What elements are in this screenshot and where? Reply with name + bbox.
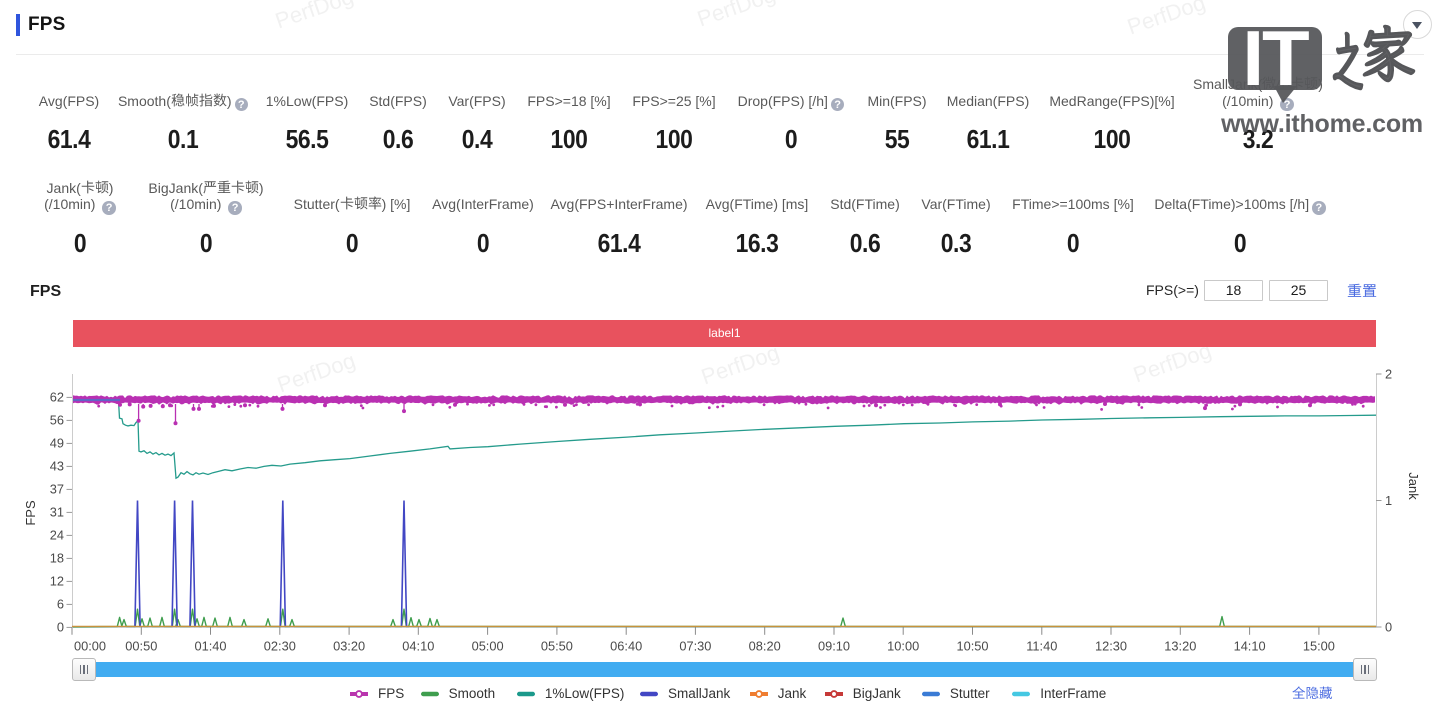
svg-text:43: 43 (50, 459, 64, 474)
svg-text:07:30: 07:30 (679, 639, 711, 654)
svg-text:62: 62 (50, 390, 64, 405)
svg-text:37: 37 (50, 482, 64, 497)
svg-text:02:30: 02:30 (264, 639, 296, 654)
svg-text:1: 1 (1385, 493, 1392, 508)
svg-text:11:40: 11:40 (1026, 639, 1057, 654)
svg-text:6: 6 (57, 597, 64, 612)
svg-text:00:50: 00:50 (125, 639, 157, 654)
svg-text:24: 24 (50, 528, 64, 543)
svg-text:FPS: FPS (23, 500, 38, 526)
svg-text:10:50: 10:50 (956, 639, 988, 654)
svg-text:05:50: 05:50 (541, 639, 573, 654)
svg-text:14:10: 14:10 (1234, 639, 1266, 654)
svg-text:03:20: 03:20 (333, 639, 365, 654)
svg-text:0: 0 (1385, 619, 1392, 634)
svg-text:04:10: 04:10 (402, 639, 434, 654)
svg-text:09:10: 09:10 (818, 639, 850, 654)
svg-text:Jank: Jank (1406, 472, 1421, 500)
svg-text:56: 56 (50, 413, 64, 428)
svg-text:06:40: 06:40 (610, 639, 642, 654)
svg-text:IT: IT (1242, 14, 1309, 102)
svg-text:01:40: 01:40 (194, 639, 226, 654)
svg-text:08:20: 08:20 (749, 639, 781, 654)
svg-text:13:20: 13:20 (1164, 639, 1196, 654)
svg-text:12:30: 12:30 (1095, 639, 1127, 654)
svg-text:49: 49 (50, 436, 64, 451)
svg-text:10:00: 10:00 (887, 639, 919, 654)
svg-text:2: 2 (1385, 366, 1392, 381)
svg-text:05:00: 05:00 (472, 639, 504, 654)
svg-text:00:00: 00:00 (74, 639, 106, 654)
svg-text:0: 0 (57, 620, 64, 635)
svg-text:31: 31 (50, 505, 64, 520)
svg-text:15:00: 15:00 (1303, 639, 1335, 654)
svg-text:18: 18 (50, 551, 64, 566)
svg-text:www.ithome.com: www.ithome.com (1220, 110, 1423, 138)
svg-text:12: 12 (50, 574, 64, 589)
